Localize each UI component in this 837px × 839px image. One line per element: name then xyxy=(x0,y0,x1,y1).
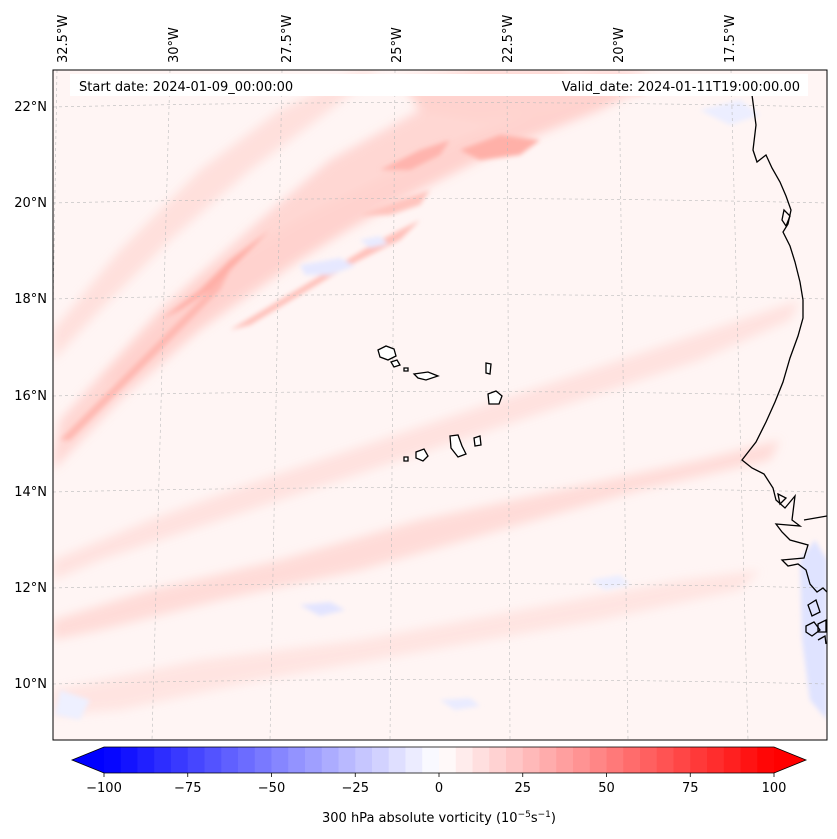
cape-verde-islands xyxy=(377,345,503,462)
colorbar-cell xyxy=(221,747,239,773)
colorbar-tick-label: 0 xyxy=(435,781,443,796)
island-boa-vista xyxy=(487,390,503,405)
colorbar-cell xyxy=(522,747,541,773)
lon-label: 20°W xyxy=(612,27,627,63)
lat-label: 18°N xyxy=(14,292,47,307)
lon-label: 17.5°W xyxy=(723,15,738,63)
lon-label: 27.5°W xyxy=(280,15,295,63)
date-banner xyxy=(70,74,808,96)
colorbar-tick-label: −50 xyxy=(258,781,285,796)
colorbar-cell xyxy=(422,747,440,773)
colorbar-cell xyxy=(606,747,624,773)
colorbar-cell xyxy=(673,747,691,773)
colorbar-tick-label: −75 xyxy=(174,781,201,796)
island-sao-vicente xyxy=(390,359,401,368)
colorbar-min-extend xyxy=(72,747,104,773)
colorbar: −100 −75 −50 −25 0 25 50 75 100 300 hPa absolute… xyxy=(70,746,808,826)
colorbar-cell xyxy=(439,747,457,773)
colorbar-cell xyxy=(623,747,641,773)
lat-label: 12°N xyxy=(14,581,47,596)
colorbar-cell xyxy=(120,747,139,773)
start-date-label: Start date: 2024-01-09_00:00:00 xyxy=(79,80,293,95)
colorbar-cell xyxy=(556,747,574,773)
colorbar-cell xyxy=(472,747,490,773)
island-sao-nicolau xyxy=(412,371,440,381)
lat-label: 16°N xyxy=(14,389,47,404)
colorbar-cell xyxy=(539,747,557,773)
island-fogo xyxy=(415,448,429,462)
colorbar-cell xyxy=(254,747,273,773)
longitude-labels: 32.5°W 30°W 27.5°W 25°W 22.5°W 20°W 17.5… xyxy=(56,15,738,63)
africa-coastline xyxy=(741,94,827,593)
colorbar-cell xyxy=(757,747,775,773)
colorbar-cell xyxy=(723,747,742,773)
colorbar-cell xyxy=(137,747,155,773)
map-panel: Start date: 2024-01-09_00:00:00 Valid_da… xyxy=(53,70,827,740)
colorbar-tick-label: −100 xyxy=(86,781,122,796)
colorbar-cell xyxy=(740,747,758,773)
colorbar-cell xyxy=(372,747,390,773)
colorbar-cell xyxy=(640,747,658,773)
island-santiago xyxy=(449,434,467,458)
island-brava xyxy=(403,456,409,462)
colorbar-label: 300 hPa absolute vorticity (10−5s−1) xyxy=(322,810,556,826)
lon-label: 30°W xyxy=(167,27,182,63)
colorbar-max-extend xyxy=(774,747,806,773)
colorbar-tick-label: 50 xyxy=(598,781,615,796)
colorbar-cell xyxy=(187,747,206,773)
lon-label: 25°W xyxy=(390,27,405,63)
colorbar-cell xyxy=(355,747,373,773)
colorbar-cell xyxy=(104,747,122,773)
lat-label: 22°N xyxy=(14,100,47,115)
lon-label: 32.5°W xyxy=(56,15,71,63)
colorbar-cell xyxy=(455,747,474,773)
island-sal xyxy=(485,362,492,375)
colorbar-cell xyxy=(305,747,323,773)
colorbar-cell xyxy=(171,747,189,773)
lon-label: 22.5°W xyxy=(501,15,516,63)
colorbar-cells xyxy=(104,747,775,773)
island-santa-luzia xyxy=(403,367,409,372)
colorbar-cell xyxy=(321,747,340,773)
colorbar-cell xyxy=(271,747,289,773)
colorbar-cell xyxy=(288,747,306,773)
valid-date-label: Valid_date: 2024-01-11T19:00:00.00 xyxy=(562,80,800,95)
latitude-labels: 22°N 20°N 18°N 16°N 14°N 12°N 10°N xyxy=(14,100,47,692)
lat-label: 14°N xyxy=(14,485,47,500)
colorbar-cell xyxy=(388,747,407,773)
colorbar-cell xyxy=(656,747,675,773)
colorbar-cell xyxy=(489,747,507,773)
colorbar-cell xyxy=(405,747,423,773)
map-frame xyxy=(52,69,828,741)
colorbar-tick-label: −25 xyxy=(342,781,369,796)
island-maio xyxy=(473,435,482,447)
colorbar-tick-label: 75 xyxy=(682,781,699,796)
colorbar-cell xyxy=(707,747,725,773)
graticule xyxy=(53,70,827,740)
colorbar-cell xyxy=(506,747,524,773)
colorbar-cell xyxy=(154,747,172,773)
vorticity-field xyxy=(53,70,827,720)
colorbar-tick-label: 25 xyxy=(514,781,531,796)
coastlines xyxy=(741,94,827,645)
colorbar-cell xyxy=(573,747,591,773)
lat-label: 10°N xyxy=(14,677,47,692)
island-santo-antao xyxy=(377,345,397,361)
colorbar-tick-label: 100 xyxy=(762,781,787,796)
colorbar-cell xyxy=(589,747,608,773)
colorbar-ticks: −100 −75 −50 −25 0 25 50 75 100 xyxy=(86,773,786,796)
colorbar-cell xyxy=(238,747,256,773)
colorbar-cell xyxy=(338,747,356,773)
colorbar-cell xyxy=(204,747,222,773)
colorbar-cell xyxy=(690,747,708,773)
lat-label: 20°N xyxy=(14,196,47,211)
